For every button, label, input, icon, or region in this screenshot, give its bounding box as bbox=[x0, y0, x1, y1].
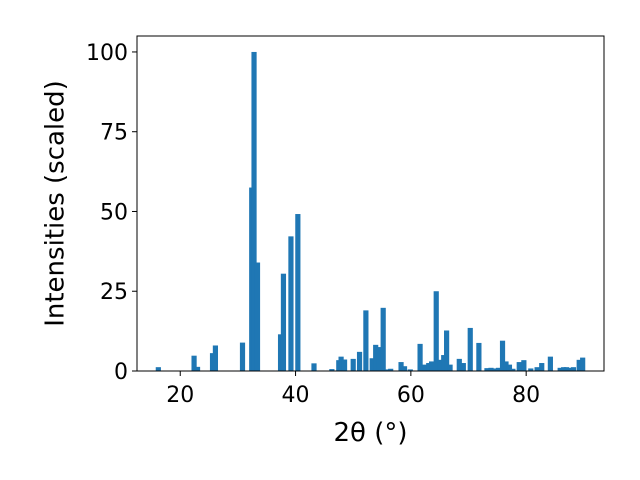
bar bbox=[369, 358, 375, 371]
bar bbox=[488, 367, 494, 371]
bar bbox=[384, 369, 390, 371]
bar bbox=[363, 310, 369, 371]
bar bbox=[194, 366, 201, 371]
bar bbox=[580, 357, 586, 371]
bar bbox=[510, 368, 516, 371]
x-tick-label: 40 bbox=[282, 383, 310, 408]
y-tick-label: 50 bbox=[100, 200, 128, 225]
bar bbox=[570, 367, 577, 371]
bar bbox=[521, 360, 527, 371]
y-axis-ticks: 0 25 50 75 100 bbox=[86, 41, 137, 385]
bar bbox=[528, 368, 534, 371]
bar bbox=[444, 330, 450, 371]
bar bbox=[467, 327, 473, 371]
bar bbox=[476, 342, 482, 371]
bar bbox=[209, 353, 216, 371]
bar bbox=[380, 307, 386, 371]
x-tick-label: 80 bbox=[512, 383, 540, 408]
bar bbox=[398, 362, 404, 371]
bar bbox=[401, 366, 408, 371]
bar bbox=[499, 340, 506, 371]
bar bbox=[338, 356, 344, 371]
bar bbox=[447, 364, 453, 371]
bar bbox=[407, 369, 413, 371]
bar bbox=[441, 355, 447, 371]
bar bbox=[277, 334, 284, 371]
bar bbox=[516, 362, 522, 371]
bar bbox=[503, 361, 509, 371]
bar bbox=[492, 368, 498, 371]
bar bbox=[417, 343, 423, 371]
bar bbox=[547, 356, 553, 371]
bars-group bbox=[155, 51, 586, 371]
bar bbox=[376, 347, 382, 371]
bar bbox=[456, 358, 462, 371]
x-axis-label: 2θ (°) bbox=[333, 418, 407, 448]
bar bbox=[254, 262, 261, 371]
y-axis-label: Intensities (scaled) bbox=[41, 80, 71, 327]
bar bbox=[288, 236, 294, 371]
bar bbox=[429, 361, 435, 371]
bar bbox=[563, 367, 570, 371]
bar bbox=[155, 367, 161, 371]
bar bbox=[388, 368, 394, 371]
bar bbox=[534, 367, 540, 371]
bar bbox=[576, 359, 582, 371]
bar bbox=[506, 364, 513, 371]
bar bbox=[373, 344, 379, 371]
bar bbox=[433, 291, 439, 371]
bar bbox=[295, 214, 301, 371]
y-tick-label: 75 bbox=[100, 121, 128, 146]
bar bbox=[280, 273, 287, 371]
bar bbox=[495, 367, 502, 371]
bar bbox=[239, 342, 246, 371]
bar bbox=[191, 355, 197, 371]
bar bbox=[311, 363, 317, 371]
bar bbox=[557, 367, 563, 371]
bar bbox=[329, 369, 335, 371]
bar bbox=[350, 358, 356, 371]
bar bbox=[484, 368, 490, 371]
x-tick-label: 20 bbox=[166, 383, 194, 408]
bar bbox=[426, 363, 432, 371]
bar bbox=[539, 363, 545, 371]
bar bbox=[567, 367, 573, 371]
bar bbox=[251, 51, 257, 371]
bar bbox=[460, 363, 466, 371]
x-tick-label: 60 bbox=[397, 383, 425, 408]
bar bbox=[341, 359, 348, 371]
x-axis-ticks: 20 40 60 80 bbox=[166, 371, 540, 408]
plot-frame bbox=[136, 35, 605, 372]
y-tick-label: 100 bbox=[86, 41, 128, 66]
bar bbox=[212, 345, 219, 371]
bar bbox=[437, 359, 443, 371]
y-tick-label: 0 bbox=[114, 360, 128, 385]
bar bbox=[356, 351, 363, 371]
bar bbox=[422, 364, 428, 371]
y-tick-label: 25 bbox=[100, 280, 128, 305]
bar bbox=[561, 367, 567, 371]
